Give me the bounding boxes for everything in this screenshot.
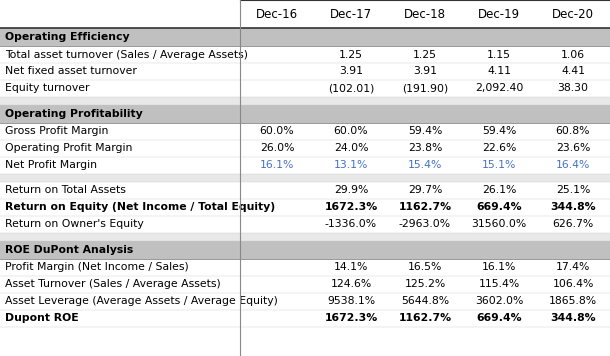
Text: Dec-16: Dec-16 (256, 7, 298, 21)
Text: 626.7%: 626.7% (553, 220, 594, 230)
Text: 1.25: 1.25 (413, 49, 437, 59)
Text: 16.1%: 16.1% (260, 161, 294, 171)
Text: 16.5%: 16.5% (408, 262, 442, 272)
Bar (0, 157, 610, 174)
Text: 59.4%: 59.4% (408, 126, 442, 136)
Text: 9538.1%: 9538.1% (327, 297, 375, 307)
Text: 124.6%: 124.6% (331, 279, 371, 289)
Text: 23.8%: 23.8% (408, 143, 442, 153)
Text: 1162.7%: 1162.7% (398, 314, 451, 324)
Text: Asset Turnover (Sales / Average Assets): Asset Turnover (Sales / Average Assets) (5, 279, 221, 289)
Text: 25.1%: 25.1% (556, 185, 590, 195)
Bar (0, 97, 610, 105)
Text: 115.4%: 115.4% (478, 279, 520, 289)
Text: (102.01): (102.01) (328, 84, 374, 94)
Text: 15.4%: 15.4% (408, 161, 442, 171)
Text: 344.8%: 344.8% (550, 203, 596, 213)
Text: 23.6%: 23.6% (556, 143, 590, 153)
Text: 60.0%: 60.0% (260, 126, 294, 136)
Text: 5644.8%: 5644.8% (401, 297, 449, 307)
Text: 344.8%: 344.8% (550, 314, 596, 324)
Text: Return on Total Assets: Return on Total Assets (5, 185, 126, 195)
Text: Net fixed asset turnover: Net fixed asset turnover (5, 67, 137, 77)
Text: 3.91: 3.91 (413, 67, 437, 77)
Text: 3.91: 3.91 (339, 67, 363, 77)
Text: ROE DuPont Analysis: ROE DuPont Analysis (5, 245, 133, 255)
Text: Net Profit Margin: Net Profit Margin (5, 161, 97, 171)
Bar (0, 80, 610, 97)
Text: Equity turnover: Equity turnover (5, 84, 90, 94)
Text: 669.4%: 669.4% (476, 314, 522, 324)
Text: 24.0%: 24.0% (334, 143, 368, 153)
Text: 38.30: 38.30 (558, 84, 589, 94)
Bar (0, 199, 610, 216)
Text: Dupont ROE: Dupont ROE (5, 314, 79, 324)
Text: 16.1%: 16.1% (482, 262, 516, 272)
Text: 60.0%: 60.0% (334, 126, 368, 136)
Text: 1672.3%: 1672.3% (325, 203, 378, 213)
Text: 26.1%: 26.1% (482, 185, 516, 195)
Text: 1.15: 1.15 (487, 49, 511, 59)
Bar (0, 233, 610, 241)
Text: 29.7%: 29.7% (408, 185, 442, 195)
Bar (0, 216, 610, 233)
Bar (0, 28, 610, 46)
Text: 13.1%: 13.1% (334, 161, 368, 171)
Text: Dec-20: Dec-20 (552, 7, 594, 21)
Text: -1336.0%: -1336.0% (325, 220, 377, 230)
Bar (0, 105, 610, 123)
Text: Return on Equity (Net Income / Total Equity): Return on Equity (Net Income / Total Equ… (5, 203, 275, 213)
Text: Profit Margin (Net Income / Sales): Profit Margin (Net Income / Sales) (5, 262, 188, 272)
Bar (0, 241, 610, 259)
Text: Dec-18: Dec-18 (404, 7, 446, 21)
Text: Operating Efficiency: Operating Efficiency (5, 32, 129, 42)
Text: Total asset turnover (Sales / Average Assets): Total asset turnover (Sales / Average As… (5, 49, 248, 59)
Text: Operating Profit Margin: Operating Profit Margin (5, 143, 132, 153)
Text: 22.6%: 22.6% (482, 143, 516, 153)
Bar (0, 140, 610, 157)
Text: 2,092.40: 2,092.40 (475, 84, 523, 94)
Text: 15.1%: 15.1% (482, 161, 516, 171)
Text: 60.8%: 60.8% (556, 126, 590, 136)
Text: 14.1%: 14.1% (334, 262, 368, 272)
Text: 3602.0%: 3602.0% (475, 297, 523, 307)
Text: Operating Profitability: Operating Profitability (5, 109, 143, 119)
Text: 106.4%: 106.4% (552, 279, 594, 289)
Text: 1.06: 1.06 (561, 49, 585, 59)
Bar (0, 293, 610, 310)
Text: 125.2%: 125.2% (404, 279, 446, 289)
Text: 26.0%: 26.0% (260, 143, 294, 153)
Text: 59.4%: 59.4% (482, 126, 516, 136)
Bar (0, 276, 610, 293)
Bar (0, 259, 610, 276)
Bar (0, 182, 610, 199)
Text: Dec-19: Dec-19 (478, 7, 520, 21)
Text: 31560.0%: 31560.0% (472, 220, 526, 230)
Text: 1865.8%: 1865.8% (549, 297, 597, 307)
Text: 4.11: 4.11 (487, 67, 511, 77)
Text: 1162.7%: 1162.7% (398, 203, 451, 213)
Text: Return on Owner's Equity: Return on Owner's Equity (5, 220, 143, 230)
Bar (0, 46, 610, 63)
Bar (0, 174, 610, 182)
Text: -2963.0%: -2963.0% (399, 220, 451, 230)
Bar (0, 310, 610, 327)
Bar (0, 0, 610, 28)
Text: 29.9%: 29.9% (334, 185, 368, 195)
Text: 4.41: 4.41 (561, 67, 585, 77)
Text: Gross Profit Margin: Gross Profit Margin (5, 126, 108, 136)
Bar (0, 63, 610, 80)
Text: 1672.3%: 1672.3% (325, 314, 378, 324)
Text: Asset Leverage (Average Assets / Average Equity): Asset Leverage (Average Assets / Average… (5, 297, 278, 307)
Text: Dec-17: Dec-17 (330, 7, 372, 21)
Text: 669.4%: 669.4% (476, 203, 522, 213)
Text: 1.25: 1.25 (339, 49, 363, 59)
Bar (0, 123, 610, 140)
Text: 16.4%: 16.4% (556, 161, 590, 171)
Text: (191.90): (191.90) (402, 84, 448, 94)
Text: 17.4%: 17.4% (556, 262, 590, 272)
